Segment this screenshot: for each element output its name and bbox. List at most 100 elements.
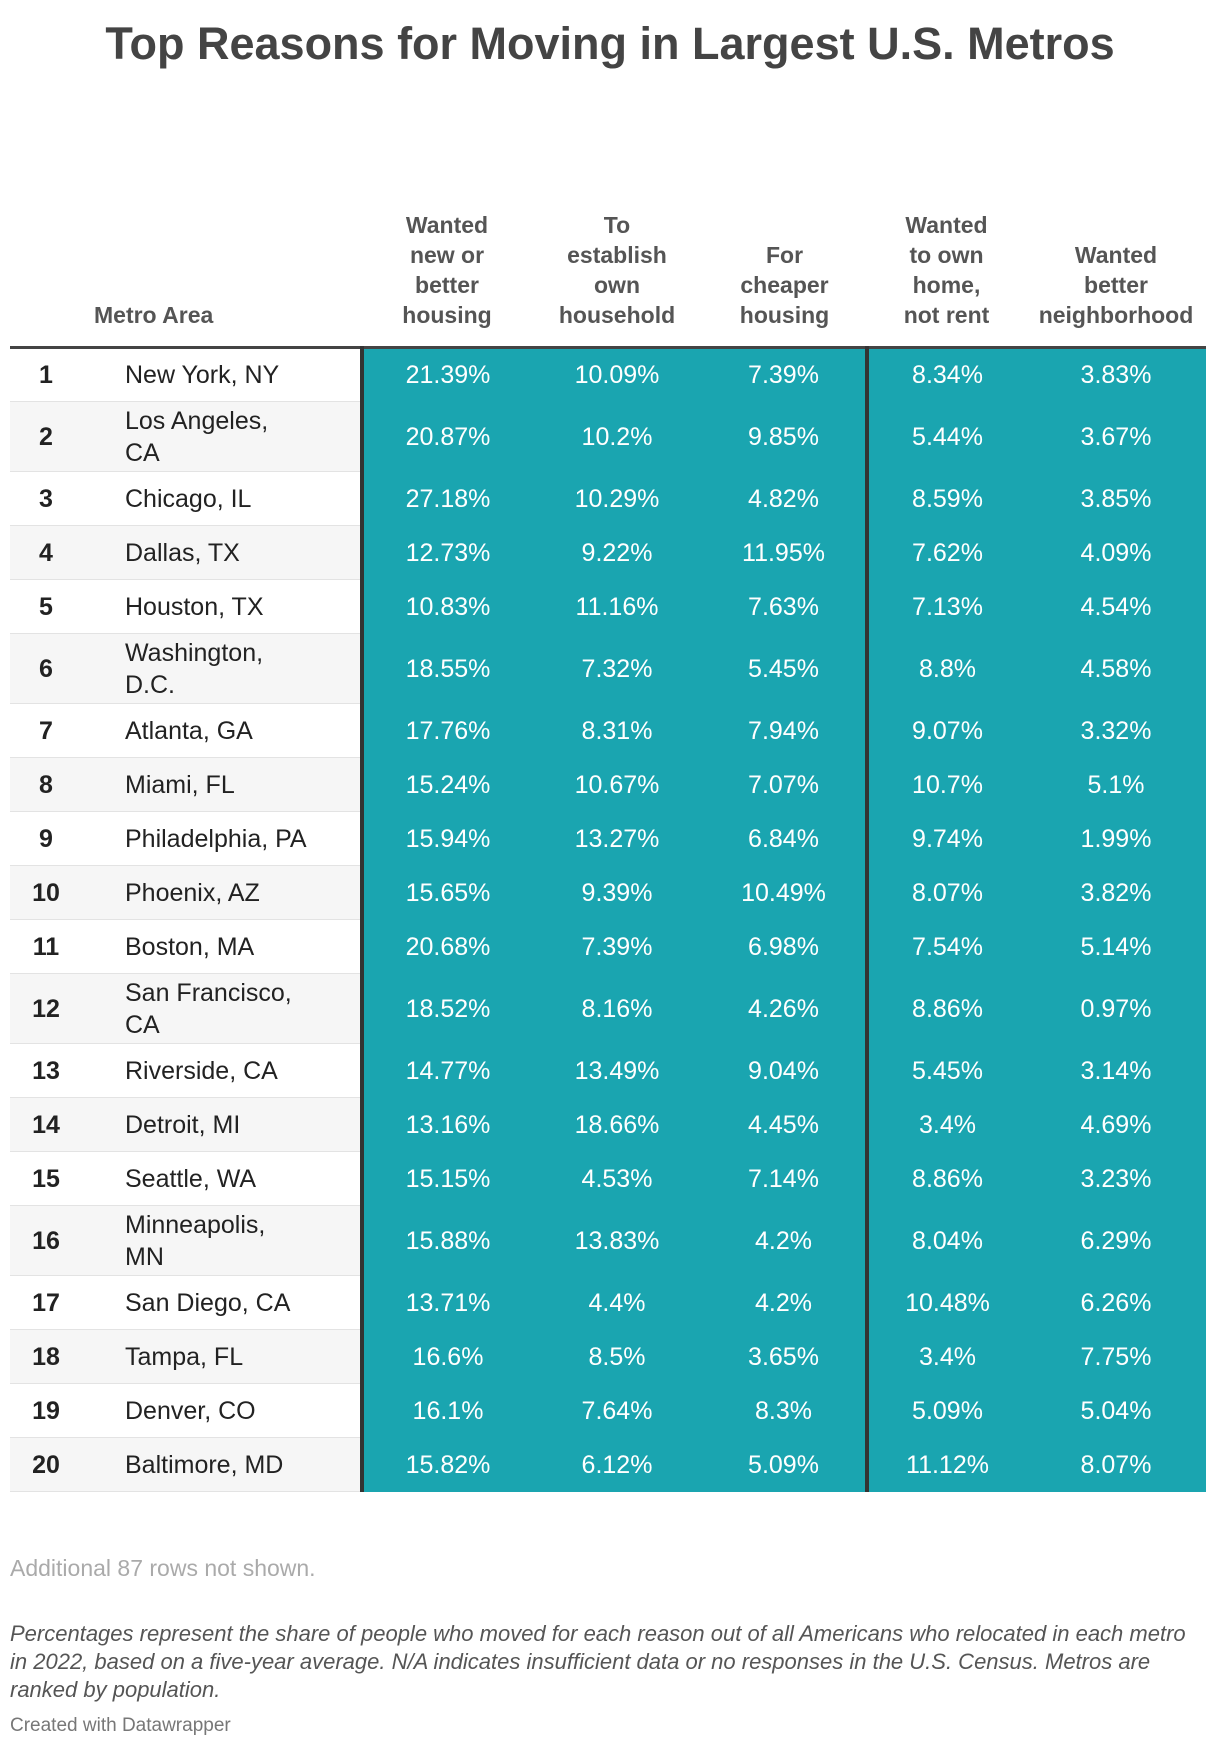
value-cell: 13.27% <box>532 811 702 866</box>
table-row: 20 Baltimore, MD 15.82% 6.12% 5.09% 11.12% 8.0… <box>10 1437 1206 1492</box>
header-establish-household[interactable]: To establish own household <box>532 190 702 349</box>
metro-cell: Riverside, CA <box>82 1043 362 1098</box>
table-row: 13 Riverside, CA 14.77% 13.49% 9.04% 5.45% 3.1… <box>10 1043 1206 1098</box>
value-cell: 7.07% <box>702 757 867 812</box>
rank-cell: 12 <box>10 973 82 1044</box>
header-better-neighborhood[interactable]: Wanted better neighborhood <box>1026 190 1206 349</box>
value-cell: 7.39% <box>532 919 702 974</box>
metro-cell: Minneapolis, MN <box>82 1205 362 1276</box>
table-row: 15 Seattle, WA 15.15% 4.53% 7.14% 8.86% 3.23% <box>10 1151 1206 1206</box>
value-cell: 15.82% <box>360 1437 532 1492</box>
metro-name-line: Riverside, CA <box>125 1056 278 1085</box>
metro-name-line: CA <box>125 438 160 467</box>
rank-cell: 4 <box>10 525 82 580</box>
value-cell: 6.98% <box>702 919 867 974</box>
value-cell: 10.09% <box>532 347 702 402</box>
header-line: better <box>415 272 479 298</box>
table-row: 7 Atlanta, GA 17.76% 8.31% 7.94% 9.07% 3.32% <box>10 703 1206 758</box>
header-new-better-housing[interactable]: Wanted new or better housing <box>362 190 532 349</box>
value-cell: 4.54% <box>1026 579 1206 634</box>
value-cell: 5.09% <box>702 1437 867 1492</box>
rank-cell: 3 <box>10 471 82 526</box>
metro-name-line: New York, NY <box>125 361 280 389</box>
chart-title: Top Reasons for Moving in Largest U.S. M… <box>105 18 1115 69</box>
value-cell: 3.83% <box>1026 347 1206 402</box>
rank-cell: 11 <box>10 919 82 974</box>
metro-name-line: Chicago, IL <box>125 484 252 513</box>
metro-name-line: Miami, FL <box>125 770 235 799</box>
metro-name-line: Los Angeles, <box>125 406 269 435</box>
value-cell: 1.99% <box>1026 811 1206 866</box>
rows-hidden-note: Additional 87 rows not shown. <box>10 1555 316 1581</box>
header-line: housing <box>739 302 830 328</box>
value-cell: 10.83% <box>360 579 532 634</box>
metro-name-line: San Diego, CA <box>125 1288 291 1317</box>
value-cell: 7.62% <box>865 525 1026 580</box>
rank-cell: 17 <box>10 1275 82 1330</box>
value-cell: 3.32% <box>1026 703 1206 758</box>
value-cell: 10.29% <box>532 471 702 526</box>
metro-name-line: Atlanta, GA <box>125 716 253 745</box>
value-cell: 3.85% <box>1026 471 1206 526</box>
table-row: 17 San Diego, CA 13.71% 4.4% 4.2% 10.48% 6.26% <box>10 1275 1206 1330</box>
metro-name-line: Dallas, TX <box>125 538 240 567</box>
value-cell: 10.67% <box>532 757 702 812</box>
data-table: Metro Area Wanted new or better housing To e… <box>10 190 1206 1492</box>
table-row: 6 Washington, D.C. 18.55% 7.32% 5.45% 8.8% 4.58… <box>10 633 1206 704</box>
metro-name-line: Denver, CO <box>125 1396 256 1425</box>
value-cell: 8.86% <box>865 973 1026 1044</box>
table-row: 19 Denver, CO 16.1% 7.64% 8.3% 5.09% 5.04% <box>10 1383 1206 1438</box>
value-cell: 7.54% <box>865 919 1026 974</box>
value-cell: 3.65% <box>702 1329 867 1384</box>
header-line: Wanted <box>905 212 988 238</box>
value-cell: 8.86% <box>865 1151 1026 1206</box>
value-cell: 3.4% <box>865 1097 1026 1152</box>
value-cell: 9.85% <box>702 401 867 472</box>
rank-cell: 9 <box>10 811 82 866</box>
value-cell: 7.39% <box>702 347 867 402</box>
table-row: 9 Philadelphia, PA 15.94% 13.27% 6.84% 9.74% 1… <box>10 811 1206 866</box>
value-cell: 14.77% <box>360 1043 532 1098</box>
metro-name-line: Seattle, WA <box>125 1164 257 1193</box>
value-cell: 9.04% <box>702 1043 867 1098</box>
value-cell: 4.2% <box>702 1205 867 1276</box>
value-cell: 5.44% <box>865 401 1026 472</box>
metro-name-line: Washington, <box>125 638 264 667</box>
value-cell: 9.07% <box>865 703 1026 758</box>
header-metro-area[interactable]: Metro Area <box>82 190 362 349</box>
table-body: 1 New York, NY 21.39% 10.09% 7.39% 8.34% 3.83%… <box>10 347 1206 1492</box>
header-line: household <box>558 302 676 328</box>
header-line: cheaper <box>740 272 829 298</box>
value-cell: 6.26% <box>1026 1275 1206 1330</box>
rank-cell: 15 <box>10 1151 82 1206</box>
metro-cell: Boston, MA <box>82 919 362 974</box>
table-row: 14 Detroit, MI 13.16% 18.66% 4.45% 3.4% 4.69% <box>10 1097 1206 1152</box>
metro-name-line: D.C. <box>125 670 175 699</box>
header-line: to own <box>909 242 984 268</box>
value-cell: 4.53% <box>532 1151 702 1206</box>
value-cell: 8.31% <box>532 703 702 758</box>
value-cell: 4.26% <box>702 973 867 1044</box>
header-cheaper-housing[interactable]: For cheaper housing <box>702 190 867 349</box>
header-row: Metro Area Wanted new or better housing To e… <box>10 190 1206 349</box>
value-cell: 12.73% <box>360 525 532 580</box>
table-row: 1 New York, NY 21.39% 10.09% 7.39% 8.34% 3.83% <box>10 347 1206 402</box>
value-cell: 6.12% <box>532 1437 702 1492</box>
value-cell: 7.75% <box>1026 1329 1206 1384</box>
value-cell: 7.32% <box>532 633 702 704</box>
header-own-home[interactable]: Wanted to own home, not rent <box>867 190 1026 349</box>
metro-name-line: MN <box>125 1242 164 1271</box>
rank-cell: 16 <box>10 1205 82 1276</box>
metro-cell: San Francisco, CA <box>82 973 362 1044</box>
value-cell: 4.2% <box>702 1275 867 1330</box>
rank-cell: 2 <box>10 401 82 472</box>
header-line: Wanted <box>405 212 489 238</box>
header-rank <box>10 190 82 349</box>
credit-link[interactable]: Created with Datawrapper <box>10 1715 231 1736</box>
value-cell: 15.15% <box>360 1151 532 1206</box>
table-row: 4 Dallas, TX 12.73% 9.22% 11.95% 7.62% 4.09% <box>10 525 1206 580</box>
table-row: 2 Los Angeles, CA 20.87% 10.2% 9.85% 5.44% 3.67… <box>10 401 1206 472</box>
rank-cell: 5 <box>10 579 82 634</box>
value-cell: 4.4% <box>532 1275 702 1330</box>
rank-cell: 1 <box>10 347 82 402</box>
